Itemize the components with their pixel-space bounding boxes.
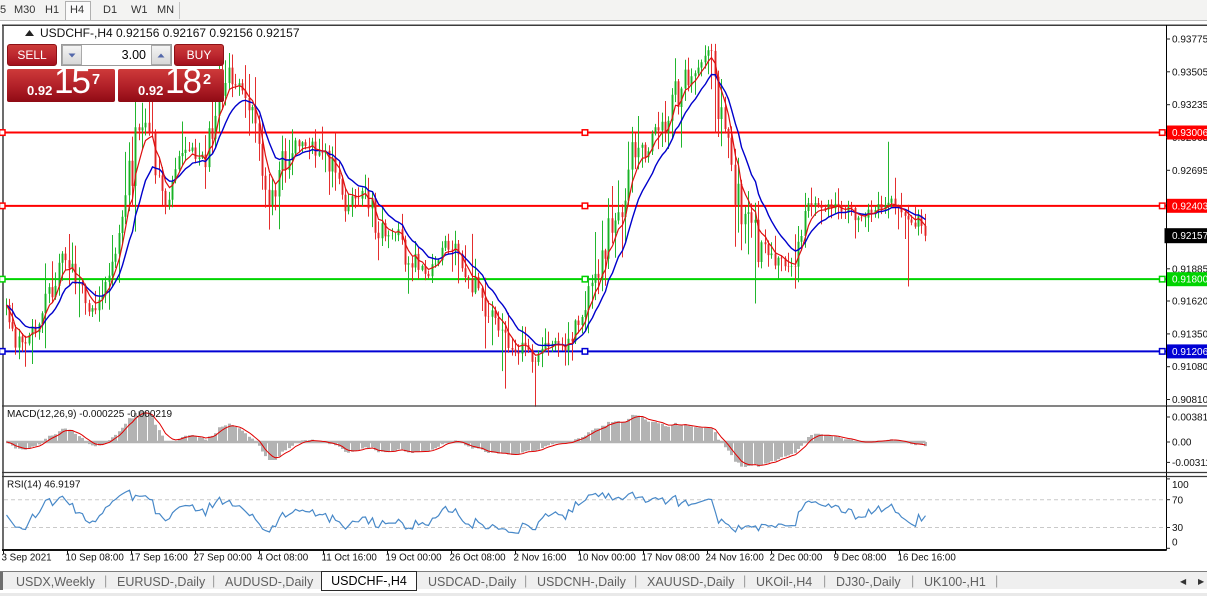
svg-text:10 Sep 08:00: 10 Sep 08:00: [66, 553, 125, 564]
svg-text:0.93006: 0.93006: [1172, 128, 1207, 139]
svg-text:9 Dec 08:00: 9 Dec 08:00: [834, 553, 887, 564]
svg-text:26 Oct 08:00: 26 Oct 08:00: [450, 553, 507, 564]
svg-text:24 Nov 16:00: 24 Nov 16:00: [706, 553, 765, 564]
svg-text:4 Oct 08:00: 4 Oct 08:00: [258, 553, 309, 564]
svg-text:0.91350: 0.91350: [1172, 329, 1207, 340]
svg-text:0.003811: 0.003811: [1172, 413, 1207, 424]
svg-text:100: 100: [1172, 480, 1189, 491]
svg-text:RSI(14) 46.9197: RSI(14) 46.9197: [7, 480, 81, 491]
svg-text:0.91620: 0.91620: [1172, 297, 1207, 308]
svg-text:0.90810: 0.90810: [1172, 395, 1207, 406]
svg-text:2 Dec 00:00: 2 Dec 00:00: [770, 553, 823, 564]
svg-text:17 Nov 08:00: 17 Nov 08:00: [642, 553, 701, 564]
svg-text:MACD(12,26,9) -0.000225 -0.000: MACD(12,26,9) -0.000225 -0.000219: [7, 409, 173, 420]
svg-text:10 Nov 00:00: 10 Nov 00:00: [578, 553, 637, 564]
svg-text:0.91885: 0.91885: [1172, 264, 1207, 275]
svg-text:-0.003115: -0.003115: [1172, 458, 1207, 469]
svg-text:0.92157: 0.92157: [1172, 231, 1207, 242]
svg-text:0.91206: 0.91206: [1172, 347, 1207, 358]
svg-text:16 Dec 16:00: 16 Dec 16:00: [898, 553, 957, 564]
svg-text:0: 0: [1172, 538, 1178, 549]
svg-text:17 Sep 16:00: 17 Sep 16:00: [130, 553, 189, 564]
svg-text:30: 30: [1172, 523, 1184, 534]
svg-text:0.92403: 0.92403: [1172, 201, 1207, 212]
svg-text:0.93505: 0.93505: [1172, 67, 1207, 78]
svg-text:19 Oct 00:00: 19 Oct 00:00: [386, 553, 443, 564]
svg-text:3 Sep 2021: 3 Sep 2021: [2, 553, 52, 564]
svg-text:70: 70: [1172, 496, 1184, 507]
svg-text:0.91800: 0.91800: [1172, 275, 1207, 286]
svg-text:11 Oct 16:00: 11 Oct 16:00: [322, 553, 378, 564]
svg-text:0.91080: 0.91080: [1172, 362, 1207, 373]
svg-text:0.93775: 0.93775: [1172, 35, 1207, 46]
svg-text:27 Sep 00:00: 27 Sep 00:00: [194, 553, 253, 564]
svg-text:0.00: 0.00: [1172, 438, 1192, 449]
svg-text:0.92695: 0.92695: [1172, 166, 1207, 177]
svg-text:0.93235: 0.93235: [1172, 100, 1207, 111]
svg-text:USDCHF-,H4 0.92156 0.92167 0.: USDCHF-,H4 0.92156 0.92167 0.92156 0.921…: [40, 26, 300, 40]
svg-text:2 Nov 16:00: 2 Nov 16:00: [514, 553, 567, 564]
